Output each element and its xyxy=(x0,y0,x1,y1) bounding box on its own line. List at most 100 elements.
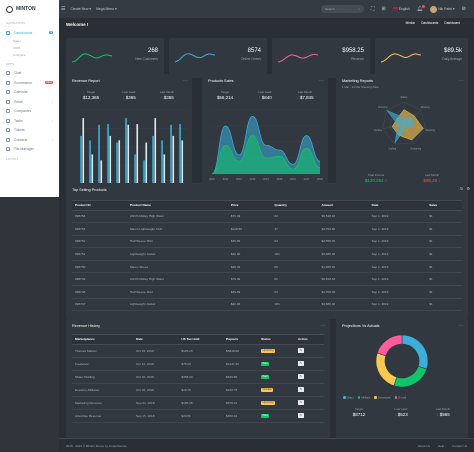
stat-card-orders: 8574 Online Orders xyxy=(169,38,267,78)
stat-label: Revenue xyxy=(351,57,364,61)
user-dropdown[interactable]: Nik Patel ▾ xyxy=(430,5,455,13)
kpi-value: $365 xyxy=(163,95,174,100)
footer-link-help[interactable]: Help xyxy=(437,443,445,448)
menu-icon[interactable]: ☰ xyxy=(61,6,66,12)
sidebar-subitem-sales[interactable]: Sales xyxy=(13,39,21,43)
kpi-target: Target $8712 xyxy=(344,407,374,417)
table-row[interactable]: #98751 Lightweight Jacket $20.00 184 $3,680.… xyxy=(72,247,462,261)
table-row[interactable]: Marketing Revenue Sep 21, 2018 $185.36 $978… xyxy=(72,396,324,410)
stat-value: 8574 xyxy=(247,48,261,54)
more-icon[interactable]: ⋯ xyxy=(459,323,463,328)
sidebar-item-chat[interactable]: Chat xyxy=(0,69,59,79)
card-subtitle: 1 Mar - 31 Mar Showing Data xyxy=(342,85,379,89)
edit-icon[interactable]: ✎ xyxy=(297,413,304,418)
sidebar-item-dashboards[interactable]: Dashboards 3 xyxy=(0,28,59,38)
table-cell: ✎ xyxy=(294,409,324,423)
table-cell: Sep 15, 2018 xyxy=(133,409,179,423)
bar xyxy=(134,154,136,184)
table-row[interactable]: #98752 Half Sleeve Shirt $39.99 64 $2,559.36… xyxy=(72,235,462,249)
sidebar-item-file-manager[interactable]: File Manager xyxy=(0,145,59,155)
sidebar-item-calendar[interactable]: Calendar xyxy=(0,88,59,98)
sidebar-item-companies[interactable]: Companies xyxy=(0,107,59,117)
column-header[interactable]: Price xyxy=(227,200,272,211)
series-area xyxy=(212,135,320,174)
table-row[interactable]: #98753 Marco Lightweight Shirt $128.50 37 $4… xyxy=(72,222,462,236)
footer-link-about[interactable]: About Us xyxy=(417,443,430,448)
footer: 2015 - 2019 © Minton theme by Codertheme… xyxy=(59,438,474,452)
kpi-label: Target xyxy=(220,90,230,94)
table-row[interactable]: Share Holding Oct 10, 2018 $358.24 $815.89 P… xyxy=(72,370,324,384)
table-row[interactable]: Freelance Oct 12, 2018 $78.03 $1247.25 Paid ✎ xyxy=(72,357,324,371)
column-header[interactable]: Payouts xyxy=(223,334,259,345)
table-cell: $5848.68 xyxy=(223,344,259,358)
edit-icon[interactable]: ✎ xyxy=(297,361,304,366)
sidebar-item-label: Dashboards xyxy=(14,30,33,35)
table-cell: $978.21 xyxy=(223,396,259,410)
sidebar-item-contacts[interactable]: Contacts › xyxy=(0,135,59,145)
sidebar-item-tasks[interactable]: Tasks › xyxy=(0,116,59,126)
table-cell: Upcoming xyxy=(258,396,295,410)
breadcrumb-item[interactable]: Minton xyxy=(405,21,416,25)
bell-icon[interactable]: 🔔︎ xyxy=(416,5,426,12)
table-cell: $2,559.36 xyxy=(318,285,369,299)
kpi-value-row: ↓ $365 xyxy=(114,95,144,100)
column-header[interactable]: Sales xyxy=(426,200,462,211)
column-header[interactable]: Amount xyxy=(318,200,369,211)
sidebar-subitem-crm[interactable]: CRM xyxy=(13,46,21,50)
table-row[interactable]: #98747 Lightweight Jacket $20.00 184 $3,680.… xyxy=(72,298,462,312)
column-header[interactable]: Action xyxy=(294,334,324,345)
edit-icon[interactable]: ✎ xyxy=(297,374,304,379)
more-icon[interactable]: ⋯ xyxy=(183,78,187,83)
table-row[interactable]: #98748 Half Sleeve Shirt $39.99 64 $2,559.36… xyxy=(72,285,462,299)
create-new-dropdown[interactable]: Create New ▾ xyxy=(70,7,91,11)
column-header[interactable]: Product ID xyxy=(72,200,127,211)
search-input[interactable]: Search... ⌕ xyxy=(321,5,365,13)
table-row[interactable]: #98749 ASOS Ridley High Waist $79.49 82 $6,5… xyxy=(72,272,462,287)
breadcrumb-item[interactable]: Dashboards xyxy=(421,21,439,25)
mega-menu-dropdown[interactable]: Mega Menu ▾ xyxy=(96,7,117,11)
column-header[interactable]: Status xyxy=(258,334,295,345)
table-row[interactable]: Envato's Affiliates Oct 03, 2018 $18.78 $24… xyxy=(72,383,324,397)
column-header[interactable]: Product Name xyxy=(126,200,228,211)
more-icon[interactable]: ⋯ xyxy=(459,78,463,83)
edit-icon[interactable]: ✎ xyxy=(297,348,304,353)
axis-label: Designing xyxy=(410,147,421,150)
table-cell: $4,754.50 xyxy=(318,222,369,236)
settings-icon[interactable]: ⚙ xyxy=(466,186,470,191)
status-badge: Upcoming xyxy=(261,400,275,405)
column-header[interactable]: Date xyxy=(133,334,179,345)
edit-icon[interactable]: ✎ xyxy=(297,387,304,392)
sidebar-subitem-analytics[interactable]: Analytics xyxy=(13,53,26,57)
table-cell: $358.24 xyxy=(178,370,224,384)
table-cell: $2,559.36 xyxy=(318,235,369,249)
logo[interactable]: MINTON xyxy=(0,0,59,18)
settings-icon[interactable]: ⚙ xyxy=(461,6,466,12)
table-row[interactable]: #98754 ASOS Ridley High Waist $79.49 82 $6,5… xyxy=(72,210,462,224)
more-icon[interactable]: ⋯ xyxy=(319,78,323,83)
apps-grid-icon[interactable]: ⊞ xyxy=(381,6,386,12)
table-row[interactable]: Themes Market Oct 15, 2018 $125.23 $5848.68… xyxy=(72,344,324,358)
sparkline-line xyxy=(278,53,318,63)
column-header[interactable]: Quantity xyxy=(271,200,319,211)
column-header[interactable]: Marketplaces xyxy=(72,334,134,345)
chevron-right-icon: › xyxy=(52,118,53,123)
column-header[interactable]: Date xyxy=(368,200,427,211)
table-body: Themes Market Oct 15, 2018 $125.23 $5848.68… xyxy=(72,344,324,423)
fullscreen-icon[interactable]: ⛶ xyxy=(371,6,375,12)
table-row[interactable]: Advertise Revenue Sep 15, 2018 $29.56 $358.… xyxy=(72,409,324,423)
language-dropdown[interactable]: English xyxy=(392,7,410,11)
tick-label: 2011 xyxy=(223,177,229,181)
refresh-icon[interactable]: ↻ xyxy=(460,186,464,191)
sidebar-item-tickets[interactable]: Tickets xyxy=(0,126,59,136)
top-products-card: Top Selling Products ⋯ Product ID Product… xyxy=(66,183,468,319)
more-icon[interactable]: ⋯ xyxy=(321,323,325,328)
more-icon[interactable]: ⋯ xyxy=(459,187,463,192)
footer-link-contact[interactable]: Contact Us xyxy=(452,443,467,448)
edit-icon[interactable]: ✎ xyxy=(297,400,304,405)
sidebar-item-ecommerce[interactable]: Ecommerce New xyxy=(0,78,59,88)
tick-label: 2015 xyxy=(277,177,283,181)
table-row[interactable]: #98750 Marco Shoes $28.49 69 $1,965.81 Sep 1,… xyxy=(72,260,462,274)
column-header[interactable]: US Tax Hold xyxy=(178,334,224,345)
bar xyxy=(181,140,184,184)
sidebar-item-email[interactable]: Email › xyxy=(0,97,59,107)
